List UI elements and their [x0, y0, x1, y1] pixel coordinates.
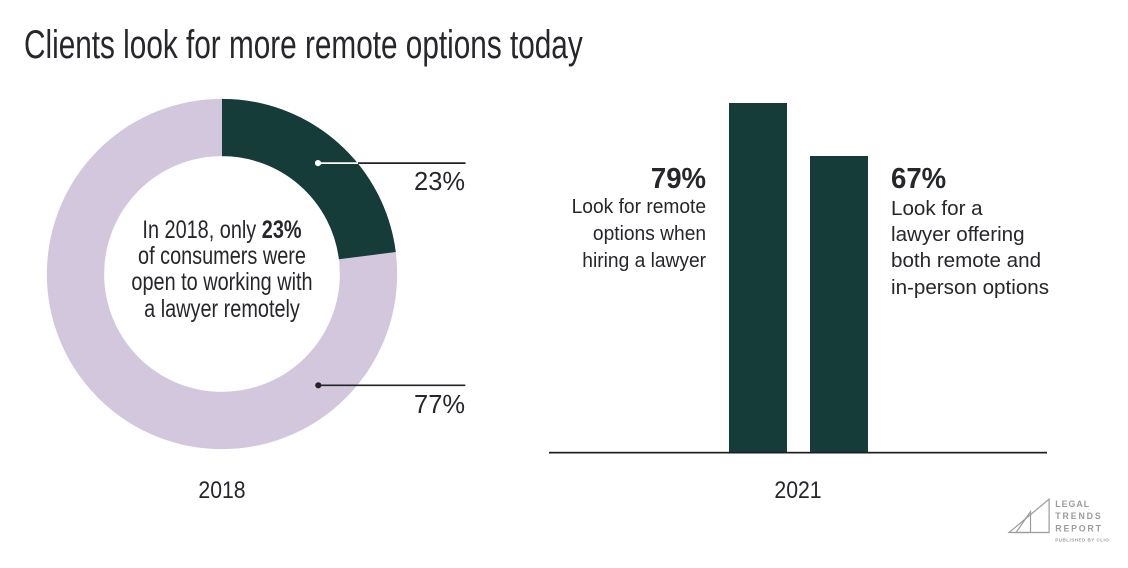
svg-text:PUBLISHED BY CLIO: PUBLISHED BY CLIO — [1055, 537, 1109, 542]
svg-text:LEGAL: LEGAL — [1055, 499, 1090, 509]
svg-text:REPORT: REPORT — [1055, 523, 1102, 533]
svg-text:TRENDS: TRENDS — [1055, 511, 1102, 521]
